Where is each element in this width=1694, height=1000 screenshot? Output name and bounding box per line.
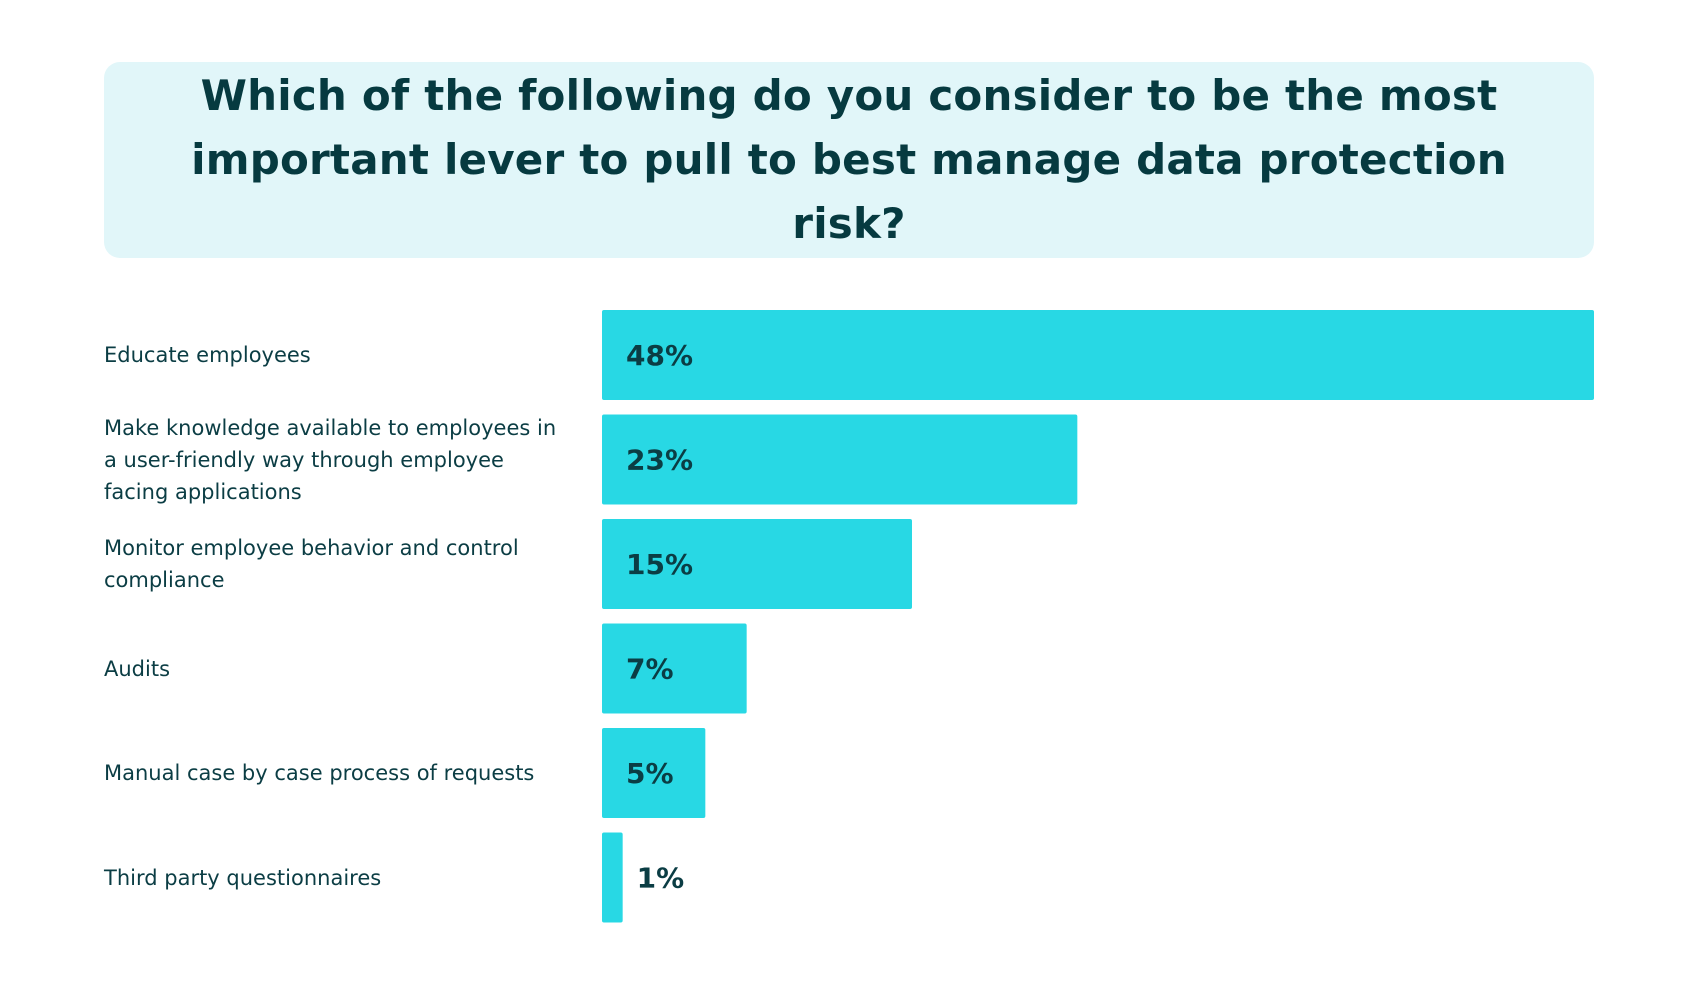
chart-title: Which of the following do you consider t… [191, 71, 1507, 248]
category-label-text: Monitor employee behavior and control co… [104, 536, 519, 592]
category-label: Third party questionnaires [104, 833, 574, 923]
category-label-text: Educate employees [104, 343, 311, 367]
category-label: Manual case by case process of requests [104, 728, 574, 818]
bar-value-label: 48% [626, 339, 693, 372]
category-label: Educate employees [104, 310, 574, 400]
category-label: Monitor employee behavior and control co… [104, 519, 574, 609]
title-card: Which of the following do you consider t… [104, 62, 1594, 258]
category-label: Make knowledge available to employees in… [104, 415, 574, 505]
category-label-text: Third party questionnaires [104, 865, 382, 890]
category-label-text: Make knowledge available to employees in… [104, 415, 557, 504]
bar [602, 728, 706, 818]
bar [602, 623, 747, 714]
bar [602, 832, 623, 923]
bar-value-label: 7% [626, 653, 674, 686]
bar-value-label: 1% [637, 862, 685, 895]
category-label: Audits [104, 624, 574, 714]
bar-value-label: 15% [626, 548, 693, 581]
bar [602, 519, 912, 609]
bar [602, 414, 1078, 505]
bar-value-label: 23% [626, 444, 693, 477]
category-label-text: Audits [104, 656, 171, 681]
bar [602, 310, 1594, 400]
category-label-text: Manual case by case process of requests [104, 761, 535, 785]
bar-value-label: 5% [626, 757, 674, 790]
